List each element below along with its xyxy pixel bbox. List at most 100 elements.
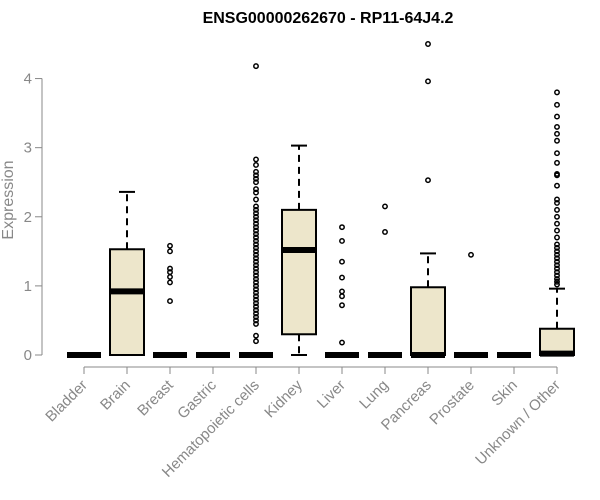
y-tick-label: 3 <box>24 140 32 157</box>
outlier-point <box>253 156 259 163</box>
outlier-point <box>554 272 560 279</box>
y-tick-label: 1 <box>24 278 32 295</box>
outlier-point <box>253 227 259 234</box>
box-group <box>153 242 187 358</box>
outlier-point <box>554 213 560 220</box>
outlier-point <box>253 293 259 300</box>
outlier-point <box>253 272 259 279</box>
box-group <box>539 89 575 357</box>
outlier-point <box>339 339 345 346</box>
outlier-point <box>554 220 560 227</box>
x-tick-label: Breast <box>134 376 177 419</box>
outlier-point <box>425 78 431 85</box>
outlier-point <box>253 276 259 282</box>
outlier-point <box>554 281 560 288</box>
outlier-point <box>554 200 560 206</box>
outlier-point <box>253 303 259 310</box>
box <box>109 248 145 356</box>
y-axis-label: Expression <box>0 160 17 239</box>
outlier-point <box>554 241 560 248</box>
outlier-point <box>253 220 259 227</box>
outlier-point <box>253 189 259 196</box>
outlier-point <box>253 179 259 186</box>
outlier-point <box>253 224 259 231</box>
outlier-point <box>339 293 345 300</box>
box-group <box>410 41 446 358</box>
outlier-point <box>253 265 259 272</box>
outlier-point <box>167 269 173 276</box>
outlier-point <box>253 63 259 70</box>
outlier-point <box>253 196 259 203</box>
outlier-point <box>554 251 560 258</box>
outlier-point <box>339 238 345 244</box>
outlier-point <box>253 168 259 175</box>
outlier-point <box>167 279 173 286</box>
outlier-point <box>167 273 173 280</box>
x-tick-label: Kidney <box>261 376 306 421</box>
outlier-point <box>253 234 259 241</box>
x-tick-label: Lung <box>356 377 392 413</box>
box <box>410 286 446 357</box>
box-group <box>454 251 488 358</box>
outlier-point <box>382 229 388 235</box>
box-group <box>325 224 359 358</box>
outlier-point <box>253 206 259 213</box>
x-tick-label: Skin <box>488 377 521 410</box>
outlier-point <box>554 137 560 144</box>
outlier-point <box>253 251 259 258</box>
outlier-point <box>253 231 259 238</box>
outlier-point <box>253 175 259 182</box>
outlier-point <box>253 217 259 224</box>
outlier-point <box>253 262 259 269</box>
box-group <box>109 190 145 356</box>
outlier-point <box>339 258 345 265</box>
outlier-point <box>554 278 560 285</box>
outlier-point <box>253 213 259 220</box>
box-group <box>368 203 402 358</box>
outlier-point <box>253 186 259 193</box>
outlier-point <box>554 89 560 96</box>
outlier-point <box>253 282 259 289</box>
x-tick-label: Bladder <box>42 377 91 426</box>
x-tick-label: Prostate <box>426 377 478 429</box>
outlier-point <box>253 332 259 339</box>
outlier-point <box>382 203 388 210</box>
outlier-point <box>554 227 560 234</box>
x-tick-label: Brain <box>97 377 134 414</box>
outlier-point <box>339 288 345 295</box>
outlier-point <box>339 302 345 309</box>
outlier-point <box>554 269 560 276</box>
outlier-point <box>253 238 259 244</box>
box-group <box>239 63 273 358</box>
outlier-point <box>253 172 259 179</box>
outlier-point <box>554 258 560 265</box>
outlier-point <box>253 241 259 248</box>
outlier-point <box>253 258 259 265</box>
outlier-point <box>425 177 431 184</box>
outlier-point <box>554 123 560 130</box>
outlier-point <box>253 320 259 327</box>
y-axis: 0 1 2 3 4 <box>24 71 43 364</box>
outlier-point <box>554 101 560 108</box>
outlier-point <box>253 255 259 262</box>
outlier-point <box>253 338 259 345</box>
outlier-point <box>554 159 560 166</box>
outlier-point <box>167 265 173 272</box>
box <box>281 208 317 336</box>
boxes-layer <box>67 41 575 358</box>
outlier-point <box>554 248 560 255</box>
outlier-point <box>339 224 345 231</box>
outlier-point <box>554 255 560 262</box>
x-tick-label: Liver <box>314 377 349 412</box>
outlier-point <box>554 262 560 269</box>
outlier-point <box>253 161 259 168</box>
outlier-point <box>253 300 259 307</box>
outlier-point <box>554 265 560 272</box>
outlier-point <box>253 244 259 251</box>
outlier-point <box>253 210 259 217</box>
outlier-point <box>253 279 259 286</box>
outlier-point <box>253 310 259 317</box>
outlier-point <box>253 289 259 296</box>
